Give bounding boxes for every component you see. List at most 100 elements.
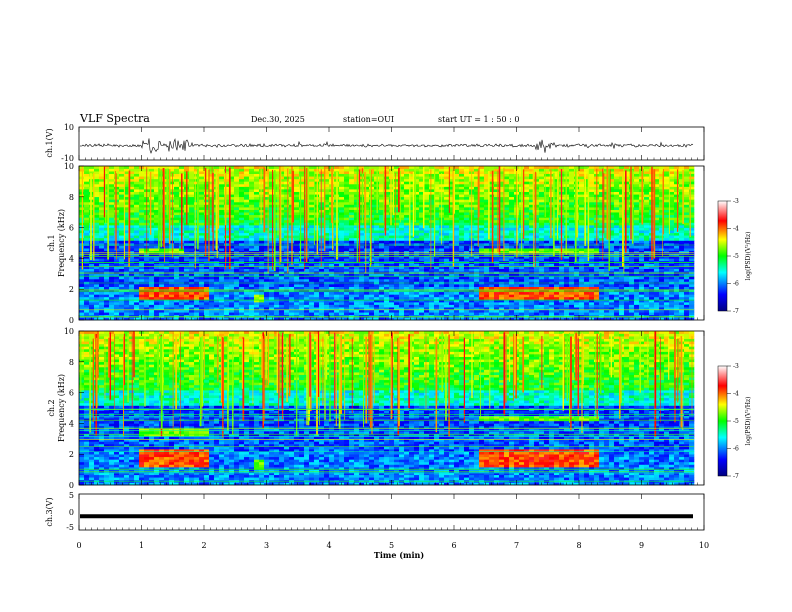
ch1-spec-cell	[349, 258, 355, 262]
ch1-spec-cell	[529, 309, 535, 313]
ch1-spec-cell	[324, 271, 330, 275]
ch1-spec-cell	[684, 309, 690, 313]
ch1-spec-cell	[79, 232, 85, 236]
ch1-spec-cell	[434, 276, 440, 280]
ch1-spec-cell	[209, 304, 215, 308]
ch1-spec-cell	[99, 296, 105, 300]
ch1-spec-cell	[374, 266, 380, 269]
ch1-spec-cell	[99, 227, 105, 231]
ch1-spec-cell	[444, 222, 450, 226]
ch1-spec-cell	[494, 230, 500, 234]
ch1-spec-cell	[494, 232, 500, 236]
ch1-spec-cell	[374, 230, 380, 234]
ch1-spec-cell	[294, 317, 300, 321]
ch1-spec-cell	[529, 219, 535, 223]
ch1-spec-cell	[339, 268, 345, 272]
ch1-spec-cell	[279, 258, 285, 262]
ch1-spec-cell	[459, 232, 465, 236]
ch1-spec-cell	[449, 243, 455, 246]
ch1-spec-cell	[594, 312, 600, 316]
ch1-spec-cell	[689, 273, 695, 277]
ch1-spec-cell	[164, 286, 170, 290]
ch1-spec-cell	[394, 250, 400, 254]
ch1-spec-cell	[679, 232, 685, 236]
ch1-spec-cell	[194, 309, 200, 313]
ch1-spec-cell	[409, 227, 415, 231]
ch1-spec-cell	[389, 286, 395, 290]
ch1-spec-cell	[194, 240, 200, 244]
ch1-spec-cell	[154, 245, 160, 249]
ch1-spec-cell	[634, 271, 640, 275]
ch1-spec-cell	[599, 296, 605, 300]
ch1-spec-cell	[269, 307, 275, 311]
ch1-spec-cell	[419, 263, 425, 267]
ch1-spec-cell	[534, 278, 540, 282]
ch1-spec-cell	[394, 232, 400, 236]
ch1-spec-cell	[584, 289, 590, 293]
ch1-spec-cell	[124, 235, 130, 239]
ch1-spec-cell	[579, 302, 585, 305]
ch1-spec-cell	[129, 317, 135, 321]
ch1-spec-cell	[409, 289, 415, 293]
ch1-spec-cell	[664, 296, 670, 300]
ch1-spec-cell	[529, 299, 535, 303]
ch1-spec-cell	[104, 217, 110, 221]
ch1-spec-cell	[464, 286, 470, 290]
ch1-spec-cell	[354, 255, 360, 259]
ch1-spec-cell	[484, 284, 490, 287]
ch1-spec-cell	[259, 286, 265, 290]
ch1-spec-cell	[464, 227, 470, 231]
ch1-spec-cell	[384, 317, 390, 321]
ch1-spec-cell	[454, 296, 460, 300]
ch1-spec-cell	[324, 309, 330, 313]
ch1-spec-cell	[384, 302, 390, 305]
ch1-spec-cell	[229, 286, 235, 290]
ch1-spec-cell	[544, 235, 550, 239]
ch1-spec-cell	[529, 266, 535, 269]
ch1-spec-cell	[674, 294, 680, 298]
ch1-spec-cell	[499, 291, 505, 295]
ch1-spec-cell	[414, 243, 420, 246]
ch1-spec-cell	[219, 271, 225, 275]
ch1-spec-cell	[114, 307, 120, 311]
ch1-spec-cell	[659, 309, 665, 313]
ch1-spec-cell	[669, 230, 675, 234]
ch1-spec-cell	[164, 266, 170, 269]
ch1-spec-cell	[664, 286, 670, 290]
ch1-spec-cell	[284, 232, 290, 236]
ch1-spec-cell	[364, 302, 370, 305]
ch1-spec-cell	[354, 278, 360, 282]
ch1-spec-cell	[194, 266, 200, 269]
ch1-spec-cell	[99, 273, 105, 277]
ch1-spec-cell	[549, 299, 555, 303]
ch1-spec-cell	[614, 268, 620, 272]
ch1-spec-cell	[574, 243, 580, 246]
ch1-spec-cell	[604, 299, 610, 303]
ch1-spec-cell	[209, 273, 215, 277]
ch1-spec-cell	[434, 271, 440, 275]
ch1-spec-cell	[654, 276, 660, 280]
ch1-spec-cell	[344, 232, 350, 236]
ch1-spec-cell	[394, 302, 400, 305]
ch1-spec-cell	[239, 284, 245, 287]
ch1-spec-cell	[169, 214, 175, 218]
ch1-spec-cell	[524, 307, 530, 311]
ch1-spec-cell	[89, 309, 95, 313]
ch1-spec-cell	[169, 232, 175, 236]
ch1-spec-cell	[674, 258, 680, 262]
ch1-spec-cell	[319, 235, 325, 239]
ch1-spec-cell	[204, 286, 210, 290]
ch1-spec-cell	[79, 243, 85, 246]
ch1-spec-cell	[474, 296, 480, 300]
ch1-spec-cell	[114, 276, 120, 280]
ch1-spec-cell	[299, 304, 305, 308]
ch1-spec-cell	[439, 312, 445, 316]
ch1-spec-cell	[264, 232, 270, 236]
ch1-spec-cell	[504, 309, 510, 313]
ch1-spec-cell	[449, 307, 455, 311]
ch1-spec-cell	[474, 291, 480, 295]
ch1-spec-cell	[469, 284, 475, 287]
ch1-spec-cell	[594, 284, 600, 287]
ch1-spec-cell	[459, 276, 465, 280]
ch1-spec-cell	[79, 214, 85, 218]
